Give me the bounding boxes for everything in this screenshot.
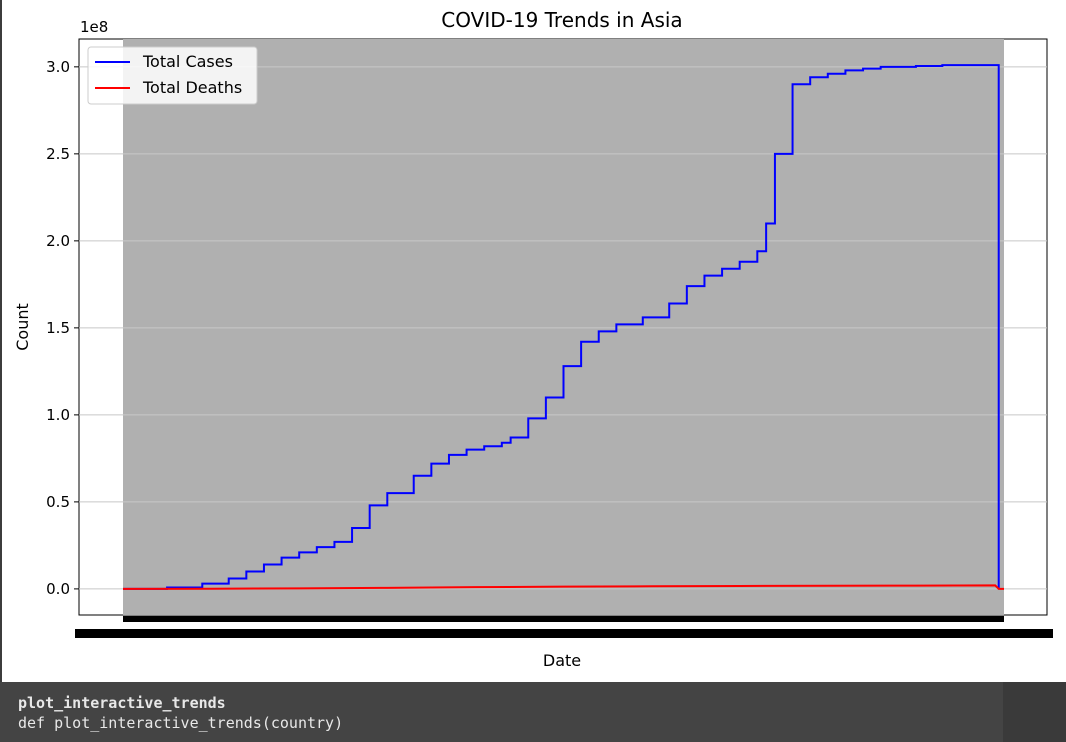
tooltip-function-name: plot_interactive_trends [18, 694, 226, 712]
plot-band-rect [123, 39, 1004, 615]
tooltip-signature: def plot_interactive_trends(country) [18, 714, 344, 732]
legend-label-total-cases: Total Cases [142, 52, 233, 71]
chart-svg: 0.0 0.5 1.0 1.5 2.0 2.5 3.0 COVID-19 Trends in… [13, 8, 1053, 670]
y-tick-label: 1.5 [46, 319, 70, 337]
x-tick-labels-overlapped [75, 629, 1053, 638]
docstring-tooltip: plot_interactive_trends def plot_interac… [0, 682, 1066, 742]
series-layer [122, 64, 1004, 590]
y-tick-label: 1.0 [46, 406, 70, 424]
x-tick-marks [75, 616, 1053, 638]
legend-box [87, 46, 258, 105]
legend-label-total-deaths: Total Deaths [142, 78, 242, 97]
y-ticks: 0.0 0.5 1.0 1.5 2.0 2.5 3.0 [46, 58, 79, 598]
x-axis-label: Date [543, 651, 581, 670]
y-tick-label: 0.0 [46, 580, 70, 598]
series-line-total-deaths [122, 584, 1004, 590]
y-tick-label: 2.5 [46, 145, 70, 163]
plot-background-band [123, 39, 1004, 615]
y-tick-label: 3.0 [46, 58, 70, 76]
y-tick-label: 2.0 [46, 232, 70, 250]
series-line-total-cases [123, 64, 1000, 590]
y-axis-label: Count [13, 303, 32, 351]
legend: Total Cases Total Deaths [87, 46, 258, 105]
chart-figure: 0.0 0.5 1.0 1.5 2.0 2.5 3.0 COVID-19 Trends in… [13, 8, 1053, 670]
x-tick-dense-band [123, 616, 1004, 622]
y-tick-label: 0.5 [46, 493, 70, 511]
chart-title: COVID-19 Trends in Asia [441, 8, 682, 32]
left-border [0, 0, 2, 682]
tooltip-body: plot_interactive_trends def plot_interac… [0, 682, 1003, 742]
grid-lines [79, 66, 1047, 590]
y-offset-text: 1e8 [80, 18, 108, 36]
